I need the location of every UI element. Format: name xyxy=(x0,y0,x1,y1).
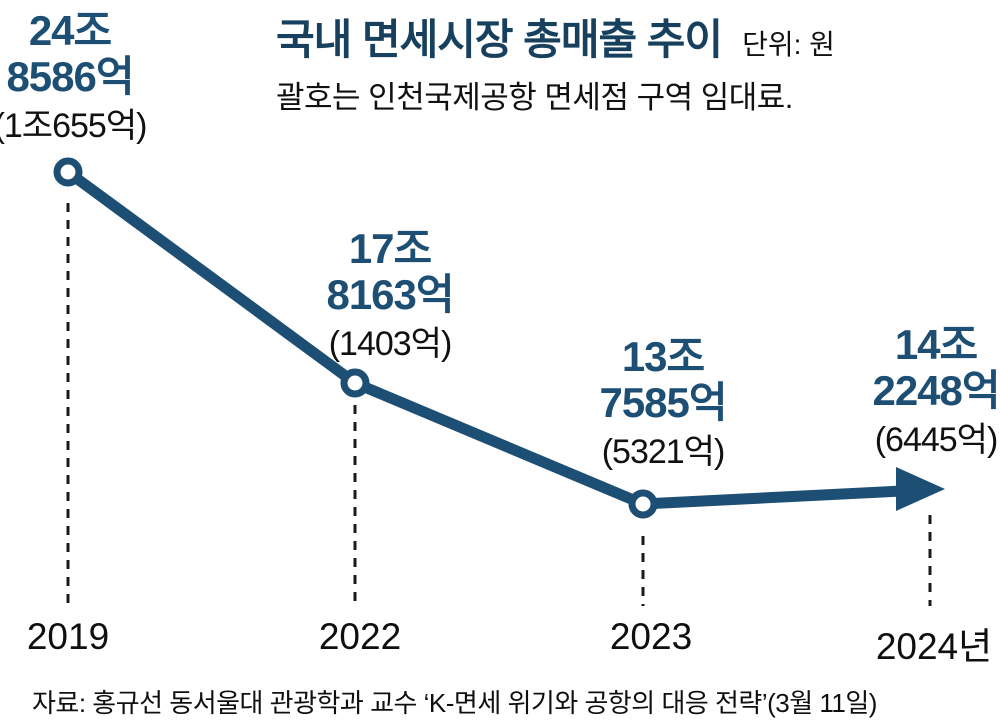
axis-label-2024: 2024년 xyxy=(875,626,993,667)
value-line2: 2248억 xyxy=(872,367,1000,414)
trend-line xyxy=(64,167,903,510)
rent-value: (1조655억) xyxy=(0,107,147,145)
rent-value: (1403억) xyxy=(328,325,453,363)
rent-value: (5321억) xyxy=(601,433,726,471)
chart-subtitle: 괄호는 인천국제공항 면세점 구역 임대료. xyxy=(276,80,793,115)
unit-label: 단위: 원 xyxy=(742,29,835,60)
axis-label-2019: 2019 xyxy=(26,616,110,657)
data-point-marker-2019 xyxy=(53,157,83,187)
value-line1: 17조 xyxy=(348,225,432,272)
arrowhead-icon xyxy=(896,467,945,511)
page-title: 국내 면세시장 총매출 추이 xyxy=(276,16,723,63)
axis-label-2023: 2023 xyxy=(609,616,693,657)
rent-value: (6445억) xyxy=(874,421,999,459)
data-point-marker-2023 xyxy=(628,489,658,519)
value-line1: 13조 xyxy=(621,333,705,380)
value-line1: 24조 xyxy=(28,7,112,54)
value-line2: 8163억 xyxy=(326,271,454,318)
source-credit: 자료: 홍규선 동서울대 관광학과 교수 ‘K-면세 위기와 공항의 대응 전략… xyxy=(32,688,877,718)
data-point-marker-2022 xyxy=(340,368,370,398)
value-line2: 7585억 xyxy=(599,379,727,426)
value-label-2022: 17조 8163억 (1403억) xyxy=(326,225,454,364)
value-label-2019: 24조 8586억 (1조655억) xyxy=(0,7,147,146)
value-label-2023: 13조 7585억 (5321억) xyxy=(599,333,727,472)
value-label-2024: 14조 2248억 (6445억) xyxy=(872,321,1000,460)
axis-label-2022: 2022 xyxy=(318,616,402,657)
value-line2: 8586억 xyxy=(6,53,134,100)
chart-header: 국내 면세시장 총매출 추이 단위: 원 xyxy=(276,6,835,67)
value-line1: 14조 xyxy=(894,321,978,368)
